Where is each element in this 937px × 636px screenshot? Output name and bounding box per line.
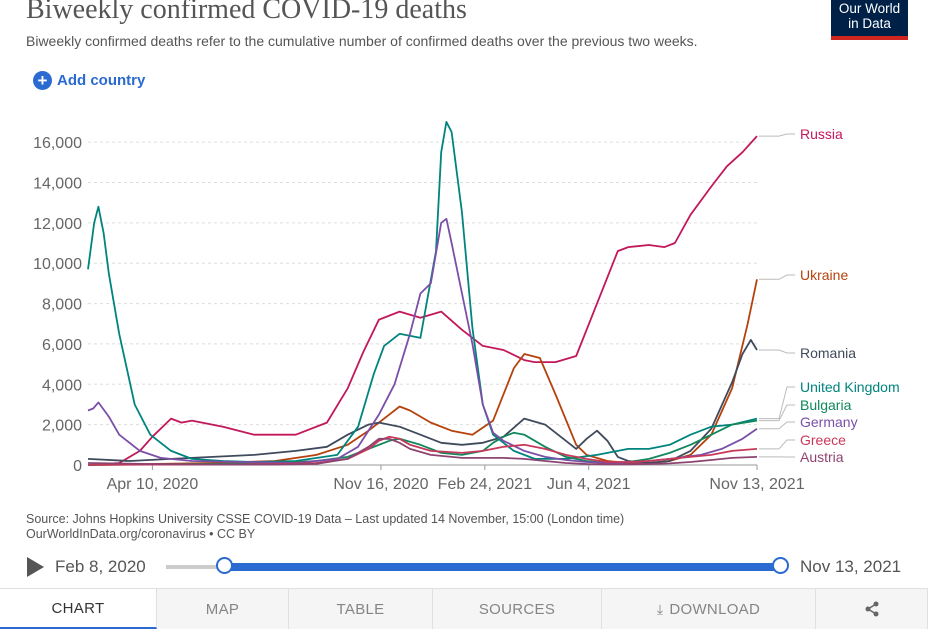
- timeline: Feb 8, 2020 Nov 13, 2021: [0, 552, 937, 584]
- logo-line-2: in Data: [848, 16, 891, 31]
- series-label-greece: Greece: [800, 432, 846, 448]
- x-tick-label: Feb 24, 2021: [438, 476, 532, 493]
- leader-line: [759, 349, 795, 354]
- y-tick-label: 12,000: [33, 216, 82, 233]
- chart-title: Biweekly confirmed COVID-19 deaths: [26, 0, 467, 25]
- y-tick-label: 0: [73, 458, 82, 475]
- line-chart[interactable]: 0 2,000 4,000 6,000 8,000 10,000 12,000 14,000 1…: [0, 0, 937, 510]
- x-tick-label: Nov 16, 2020: [333, 476, 428, 493]
- download-icon: ⤓: [656, 600, 664, 617]
- y-tick-label: 10,000: [33, 256, 82, 273]
- series-line-ukraine: [87, 279, 758, 466]
- play-icon[interactable]: [27, 557, 44, 577]
- series-line-united-kingdom: [87, 121, 758, 463]
- add-country-label: Add country: [57, 72, 146, 89]
- x-tick-label: Jun 4, 2021: [547, 476, 631, 493]
- tab-download-label: DOWNLOAD: [669, 600, 761, 618]
- add-country-button[interactable]: + Add country: [33, 71, 145, 90]
- series-label-austria: Austria: [800, 449, 844, 465]
- source-line-2[interactable]: OurWorldInData.org/coronavirus • CC BY: [26, 527, 256, 541]
- source-note: Source: Johns Hopkins University CSSE CO…: [26, 512, 624, 542]
- leader-line: [759, 439, 795, 450]
- y-tick-label: 6,000: [42, 337, 82, 354]
- y-tick-label: 14,000: [33, 175, 82, 192]
- tab-download[interactable]: ⤓ DOWNLOAD: [602, 589, 816, 629]
- series-label-ukraine: Ukraine: [800, 267, 848, 283]
- tab-chart[interactable]: CHART: [0, 589, 157, 629]
- y-tick-label: 16,000: [33, 135, 82, 152]
- source-line-1: Source: Johns Hopkins University CSSE CO…: [26, 512, 625, 526]
- timeline-end-handle[interactable]: [772, 557, 789, 574]
- leader-line: [759, 274, 795, 280]
- series-label-germany: Germany: [800, 414, 858, 430]
- tab-bar: CHART MAP TABLE SOURCES ⤓ DOWNLOAD: [0, 588, 928, 629]
- series-label-united-kingdom: United Kingdom: [800, 379, 900, 395]
- owid-logo[interactable]: Our World in Data: [831, 0, 908, 40]
- x-tick-label: Apr 10, 2020: [107, 476, 199, 493]
- series-line-germany: [87, 217, 758, 464]
- series-line-austria: [87, 437, 758, 466]
- leader-line: [759, 133, 795, 137]
- series-line-russia: [87, 135, 758, 466]
- logo-line-1: Our World: [838, 1, 901, 16]
- series-label-russia: Russia: [800, 126, 843, 142]
- series-label-bulgaria: Bulgaria: [800, 397, 852, 413]
- tab-sources[interactable]: SOURCES: [433, 589, 602, 629]
- plus-circle-icon: +: [33, 71, 52, 90]
- share-icon: [865, 601, 878, 617]
- timeline-end-label: Nov 13, 2021: [800, 557, 902, 576]
- series-label-romania: Romania: [800, 345, 856, 361]
- y-tick-label: 2,000: [42, 418, 82, 435]
- chart-subtitle: Biweekly confirmed deaths refer to the c…: [26, 33, 698, 49]
- y-tick-label: 8,000: [42, 297, 82, 314]
- leader-line: [759, 404, 795, 422]
- timeline-range[interactable]: [224, 563, 780, 571]
- leader-line: [759, 386, 795, 420]
- leader-line: [759, 421, 795, 430]
- timeline-start-label: Feb 8, 2020: [55, 557, 146, 576]
- series-line-romania: [87, 338, 758, 464]
- y-tick-label: 4,000: [42, 377, 82, 394]
- x-tick-label: Nov 13, 2021: [709, 476, 804, 493]
- share-button[interactable]: [816, 589, 928, 629]
- timeline-start-handle[interactable]: [216, 557, 233, 574]
- tab-table[interactable]: TABLE: [289, 589, 433, 629]
- tab-map[interactable]: MAP: [157, 589, 289, 629]
